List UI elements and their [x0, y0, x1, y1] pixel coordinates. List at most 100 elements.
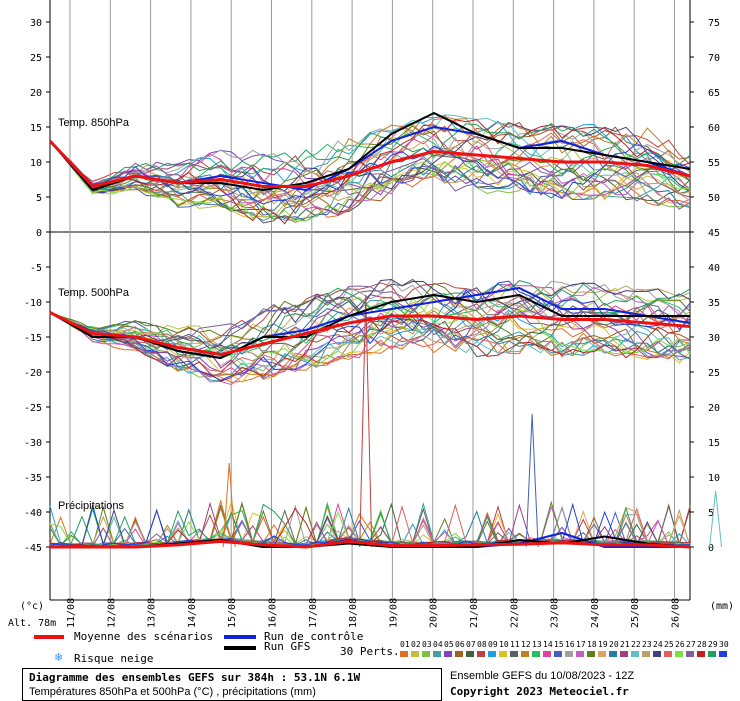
right-tick-label: 35 [708, 298, 720, 309]
pert-swatch [455, 651, 463, 657]
pert-number: 05 [444, 640, 454, 649]
pert-number: 18 [587, 640, 597, 649]
member-line [49, 119, 691, 225]
pert-swatch [653, 651, 661, 657]
altitude-label: Alt. 78m [8, 618, 56, 629]
legend-mean-label: Moyenne des scénarios [74, 630, 214, 643]
pert-swatch [686, 651, 694, 657]
left-axis-unit: (°c) [20, 601, 44, 612]
right-tick-label: 60 [708, 123, 720, 134]
left-tick-label: -20 [24, 368, 42, 379]
x-tick-label: 11/08 [66, 598, 77, 628]
member-line [49, 310, 691, 383]
x-tick-label: 25/08 [630, 598, 641, 628]
pert-swatch [532, 651, 540, 657]
pert-swatch [400, 651, 408, 657]
right-tick-label: 30 [708, 333, 720, 344]
legend-control-label: Run de contrôle [264, 630, 364, 643]
series-gfs-t500 [49, 294, 690, 359]
x-axis-ticks: 11/08 12/08 13/08 14/08 15/08 16/08 17/08 18/08… [66, 598, 682, 628]
pert-swatch [697, 651, 705, 657]
legend-perts-label: 30 Perts. [340, 645, 400, 658]
series-mean-precip [50, 539, 691, 549]
pert-number: 12 [521, 640, 531, 649]
pert-number: 08 [477, 640, 487, 649]
pert-swatch [554, 651, 562, 657]
x-tick-label: 18/08 [348, 598, 359, 628]
pert-swatch [466, 651, 474, 657]
x-tick-label: 19/08 [388, 598, 399, 628]
legend-mean-swatch [34, 635, 64, 639]
pert-number: 28 [697, 640, 707, 649]
left-tick-label: 10 [30, 158, 42, 169]
member-line [49, 283, 691, 352]
precip-peak [222, 462, 236, 548]
pert-swatch [521, 651, 529, 657]
pert-number: 17 [576, 640, 586, 649]
legend-snow-label: Risque neige [74, 652, 154, 665]
panel-label-precip: Précipitations [58, 500, 125, 512]
series-mean-t500 [49, 311, 691, 356]
right-tick-label: 25 [708, 368, 720, 379]
pert-number: 04 [433, 640, 443, 649]
member-line [49, 117, 691, 207]
pert-swatch [708, 651, 716, 657]
x-tick-label: 23/08 [550, 598, 561, 628]
member-line [49, 140, 691, 216]
left-tick-label: -45 [24, 543, 42, 554]
right-tick-label: 5 [708, 508, 714, 519]
pert-number: 25 [664, 640, 674, 649]
left-tick-label: 15 [30, 123, 42, 134]
x-tick-label: 12/08 [106, 598, 117, 628]
pert-number: 27 [686, 640, 696, 649]
legend-control-swatch [224, 635, 256, 639]
snow-icon: ❄ [54, 651, 64, 664]
x-tick-label: 24/08 [590, 598, 601, 628]
x-tick-label: 13/08 [147, 598, 158, 628]
pert-number: 11 [510, 640, 520, 649]
pert-swatch [411, 651, 419, 657]
left-tick-label: -35 [24, 473, 42, 484]
pert-number: 23 [642, 640, 652, 649]
left-tick-label: -30 [24, 438, 42, 449]
right-tick-label: 45 [708, 228, 720, 239]
pert-swatch [620, 651, 628, 657]
left-axis-ticks: 30 25 20 15 10 5 0 -5 -10 -15 -20 -25 -30 -35 -40 -45 [24, 18, 50, 554]
member-line [49, 121, 691, 188]
right-axis-unit: (mm) [710, 601, 734, 612]
right-tick-label: 15 [708, 438, 720, 449]
pert-number: 03 [422, 640, 432, 649]
right-tick-label: 65 [708, 88, 720, 99]
pert-swatch [664, 651, 672, 657]
pert-swatch [631, 651, 639, 657]
chart-grid [49, 0, 691, 601]
x-tick-label: 14/08 [187, 598, 198, 628]
pert-number: 10 [499, 640, 509, 649]
right-tick-label: 10 [708, 473, 720, 484]
right-tick-label: 0 [708, 543, 714, 554]
x-tick-label: 17/08 [308, 598, 319, 628]
left-tick-label: 20 [30, 88, 42, 99]
pert-number: 22 [631, 640, 641, 649]
pert-swatch [675, 651, 683, 657]
x-tick-label: 22/08 [509, 598, 520, 628]
member-line [49, 285, 691, 361]
pert-swatch [598, 651, 606, 657]
right-tick-label: 70 [708, 53, 720, 64]
right-tick-label: 75 [708, 18, 720, 29]
pert-swatch [477, 651, 485, 657]
footer-copyright: Copyright 2023 Meteociel.fr [450, 685, 629, 698]
pert-number: 20 [609, 640, 619, 649]
pert-number: 14 [543, 640, 553, 649]
member-line [49, 297, 691, 366]
pert-number: 29 [708, 640, 718, 649]
pert-number: 26 [675, 640, 685, 649]
footer-title-box: Diagramme des ensembles GEFS sur 384h : … [22, 668, 442, 701]
pert-number: 16 [565, 640, 575, 649]
pert-swatch [719, 651, 727, 657]
member-line [49, 280, 691, 359]
pert-swatch [543, 651, 551, 657]
series-mean-t850 [48, 139, 691, 188]
right-tick-label: 50 [708, 193, 720, 204]
